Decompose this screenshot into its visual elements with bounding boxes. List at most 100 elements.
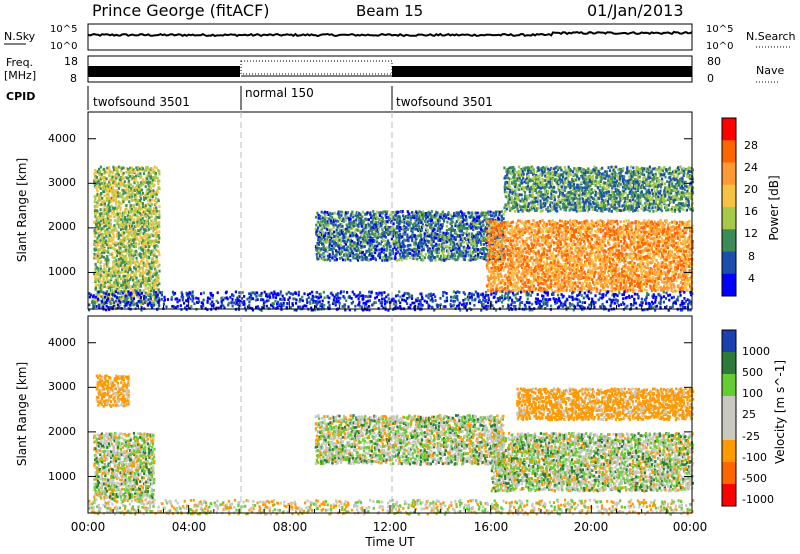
heatmap-cell-region-0	[119, 264, 122, 268]
heatmap-cell-region-1	[366, 241, 369, 245]
heatmap-cell-region-2	[571, 227, 574, 231]
heatmap-cell-region-2	[546, 278, 549, 282]
heatmap-cell-region-2	[490, 284, 493, 288]
heatmap-cell-region-1	[358, 256, 361, 259]
heatmap-cell-region-0	[142, 261, 145, 265]
heatmap-cell-region-1	[466, 234, 469, 237]
heatmap-cell-region-2	[506, 276, 509, 280]
heatmap-cell-region-0	[137, 264, 140, 268]
heatmap-cell-region-1	[426, 220, 429, 223]
heatmap-cell-region-1	[403, 220, 406, 224]
heatmap-cell-region-1	[346, 238, 350, 242]
heatmap-cell-region-1	[400, 258, 403, 262]
heatmap-cell-region-0	[114, 269, 117, 273]
heatmap-cell-region-0	[105, 193, 108, 197]
heatmap-cell-region-1	[427, 247, 430, 250]
heatmap-cell-region-0	[121, 250, 124, 254]
heatmap-cell-region-0	[109, 170, 113, 174]
heatmap-cell-region-0	[139, 303, 143, 307]
heatmap-cell-region-1	[456, 211, 459, 215]
heatmap-cell-region-2	[520, 220, 523, 224]
heatmap-cell-region-0	[128, 268, 131, 272]
heatmap-cell-region-1	[334, 234, 337, 238]
heatmap-cell-region-1	[367, 218, 370, 222]
heatmap-cell-region-2	[518, 256, 521, 260]
heatmap-cell-region-0	[95, 300, 98, 304]
heatmap-cell-region-0	[122, 294, 125, 298]
heatmap-cell-region-0	[100, 192, 103, 195]
heatmap-cell-region-0	[124, 292, 127, 296]
heatmap-cell-region-1	[502, 249, 505, 253]
heatmap-cell-region-2	[530, 269, 533, 272]
heatmap-cell-region-1	[403, 244, 406, 248]
heatmap-cell-region-1	[365, 232, 368, 236]
heatmap-cell-region-2	[506, 265, 509, 269]
heatmap-cell-region-2	[565, 247, 568, 251]
heatmap-cell-region-1	[490, 214, 494, 218]
heatmap-cell-region-2	[555, 254, 558, 258]
heatmap-cell-region-0	[130, 183, 133, 187]
heatmap-cell-region-1	[466, 222, 469, 226]
heatmap-cell-region-0	[105, 230, 108, 234]
heatmap-cell-region-1	[413, 250, 416, 254]
heatmap-cell-region-0	[151, 275, 154, 278]
heatmap-cell-region-2	[547, 236, 550, 240]
heatmap-cell-region-0	[114, 281, 117, 285]
freq-left-label-1: Freq.	[6, 56, 33, 69]
heatmap-cell-region-0	[95, 216, 98, 220]
heatmap-cell-region-0	[98, 226, 101, 229]
heatmap-cell-region-1	[430, 223, 433, 226]
heatmap-cell-region-0	[118, 204, 121, 208]
heatmap-cell-region-0	[138, 194, 141, 197]
heatmap-cell-region-1	[427, 250, 431, 254]
heatmap-cell-region-2	[572, 263, 575, 267]
heatmap-cell-region-1	[392, 239, 395, 243]
heatmap-cell-region-2	[509, 232, 512, 235]
heatmap-cell-region-1	[355, 234, 358, 237]
heatmap-cell-region-1	[315, 223, 318, 227]
heatmap-cell-region-1	[447, 217, 450, 220]
heatmap-cell-region-1	[468, 211, 471, 215]
heatmap-cell-region-2	[492, 267, 495, 271]
heatmap-cell-region-0	[108, 232, 111, 235]
heatmap-cell-region-1	[457, 254, 461, 257]
heatmap-cell-region-0	[150, 167, 153, 170]
heatmap-cell-region-2	[502, 279, 505, 282]
heatmap-cell-region-1	[329, 214, 332, 218]
heatmap-cell-region-2	[572, 252, 575, 256]
heatmap-cell-region-1	[407, 239, 410, 243]
heatmap-cell-region-1	[443, 236, 446, 239]
heatmap-cell-region-0	[118, 296, 121, 299]
heatmap-cell-region-2	[548, 220, 551, 223]
heatmap-cell-region-0	[101, 249, 104, 253]
heatmap-cell-region-0	[141, 202, 144, 205]
heatmap-cell-region-1	[406, 248, 409, 252]
heatmap-cell-region-2	[492, 230, 495, 234]
heatmap-cell-region-0	[155, 209, 158, 213]
heatmap-cell-region-0	[140, 252, 143, 256]
heatmap-cell-region-2	[546, 276, 549, 280]
heatmap-cell-region-2	[576, 281, 579, 284]
heatmap-cell-region-0	[123, 255, 126, 258]
heatmap-cell-region-2	[552, 259, 555, 263]
heatmap-cell-region-1	[331, 212, 334, 216]
heatmap-cell-region-2	[516, 274, 519, 278]
heatmap-cell-region-1	[325, 235, 329, 239]
heatmap-cell-region-0	[121, 177, 124, 181]
heatmap-cell-region-2	[540, 236, 543, 240]
heatmap-cell-region-0	[107, 300, 110, 304]
heatmap-cell-region-1	[430, 232, 434, 236]
heatmap-cell-region-2	[597, 271, 600, 275]
heatmap-cell-region-0	[147, 270, 150, 274]
heatmap-cell-region-1	[430, 217, 433, 221]
heatmap-cell-region-1	[475, 247, 478, 251]
heatmap-cell-region-2	[510, 235, 513, 239]
heatmap-cell-region-2	[486, 262, 489, 266]
heatmap-cell-region-1	[461, 211, 464, 215]
heatmap-cell-region-0	[111, 268, 114, 272]
heatmap-cell-region-0	[133, 281, 136, 285]
heatmap-cell-region-0	[105, 259, 108, 263]
heatmap-cell-region-0	[109, 222, 112, 226]
heatmap-cell-region-1	[346, 211, 349, 214]
heatmap-cell-region-1	[344, 227, 347, 231]
